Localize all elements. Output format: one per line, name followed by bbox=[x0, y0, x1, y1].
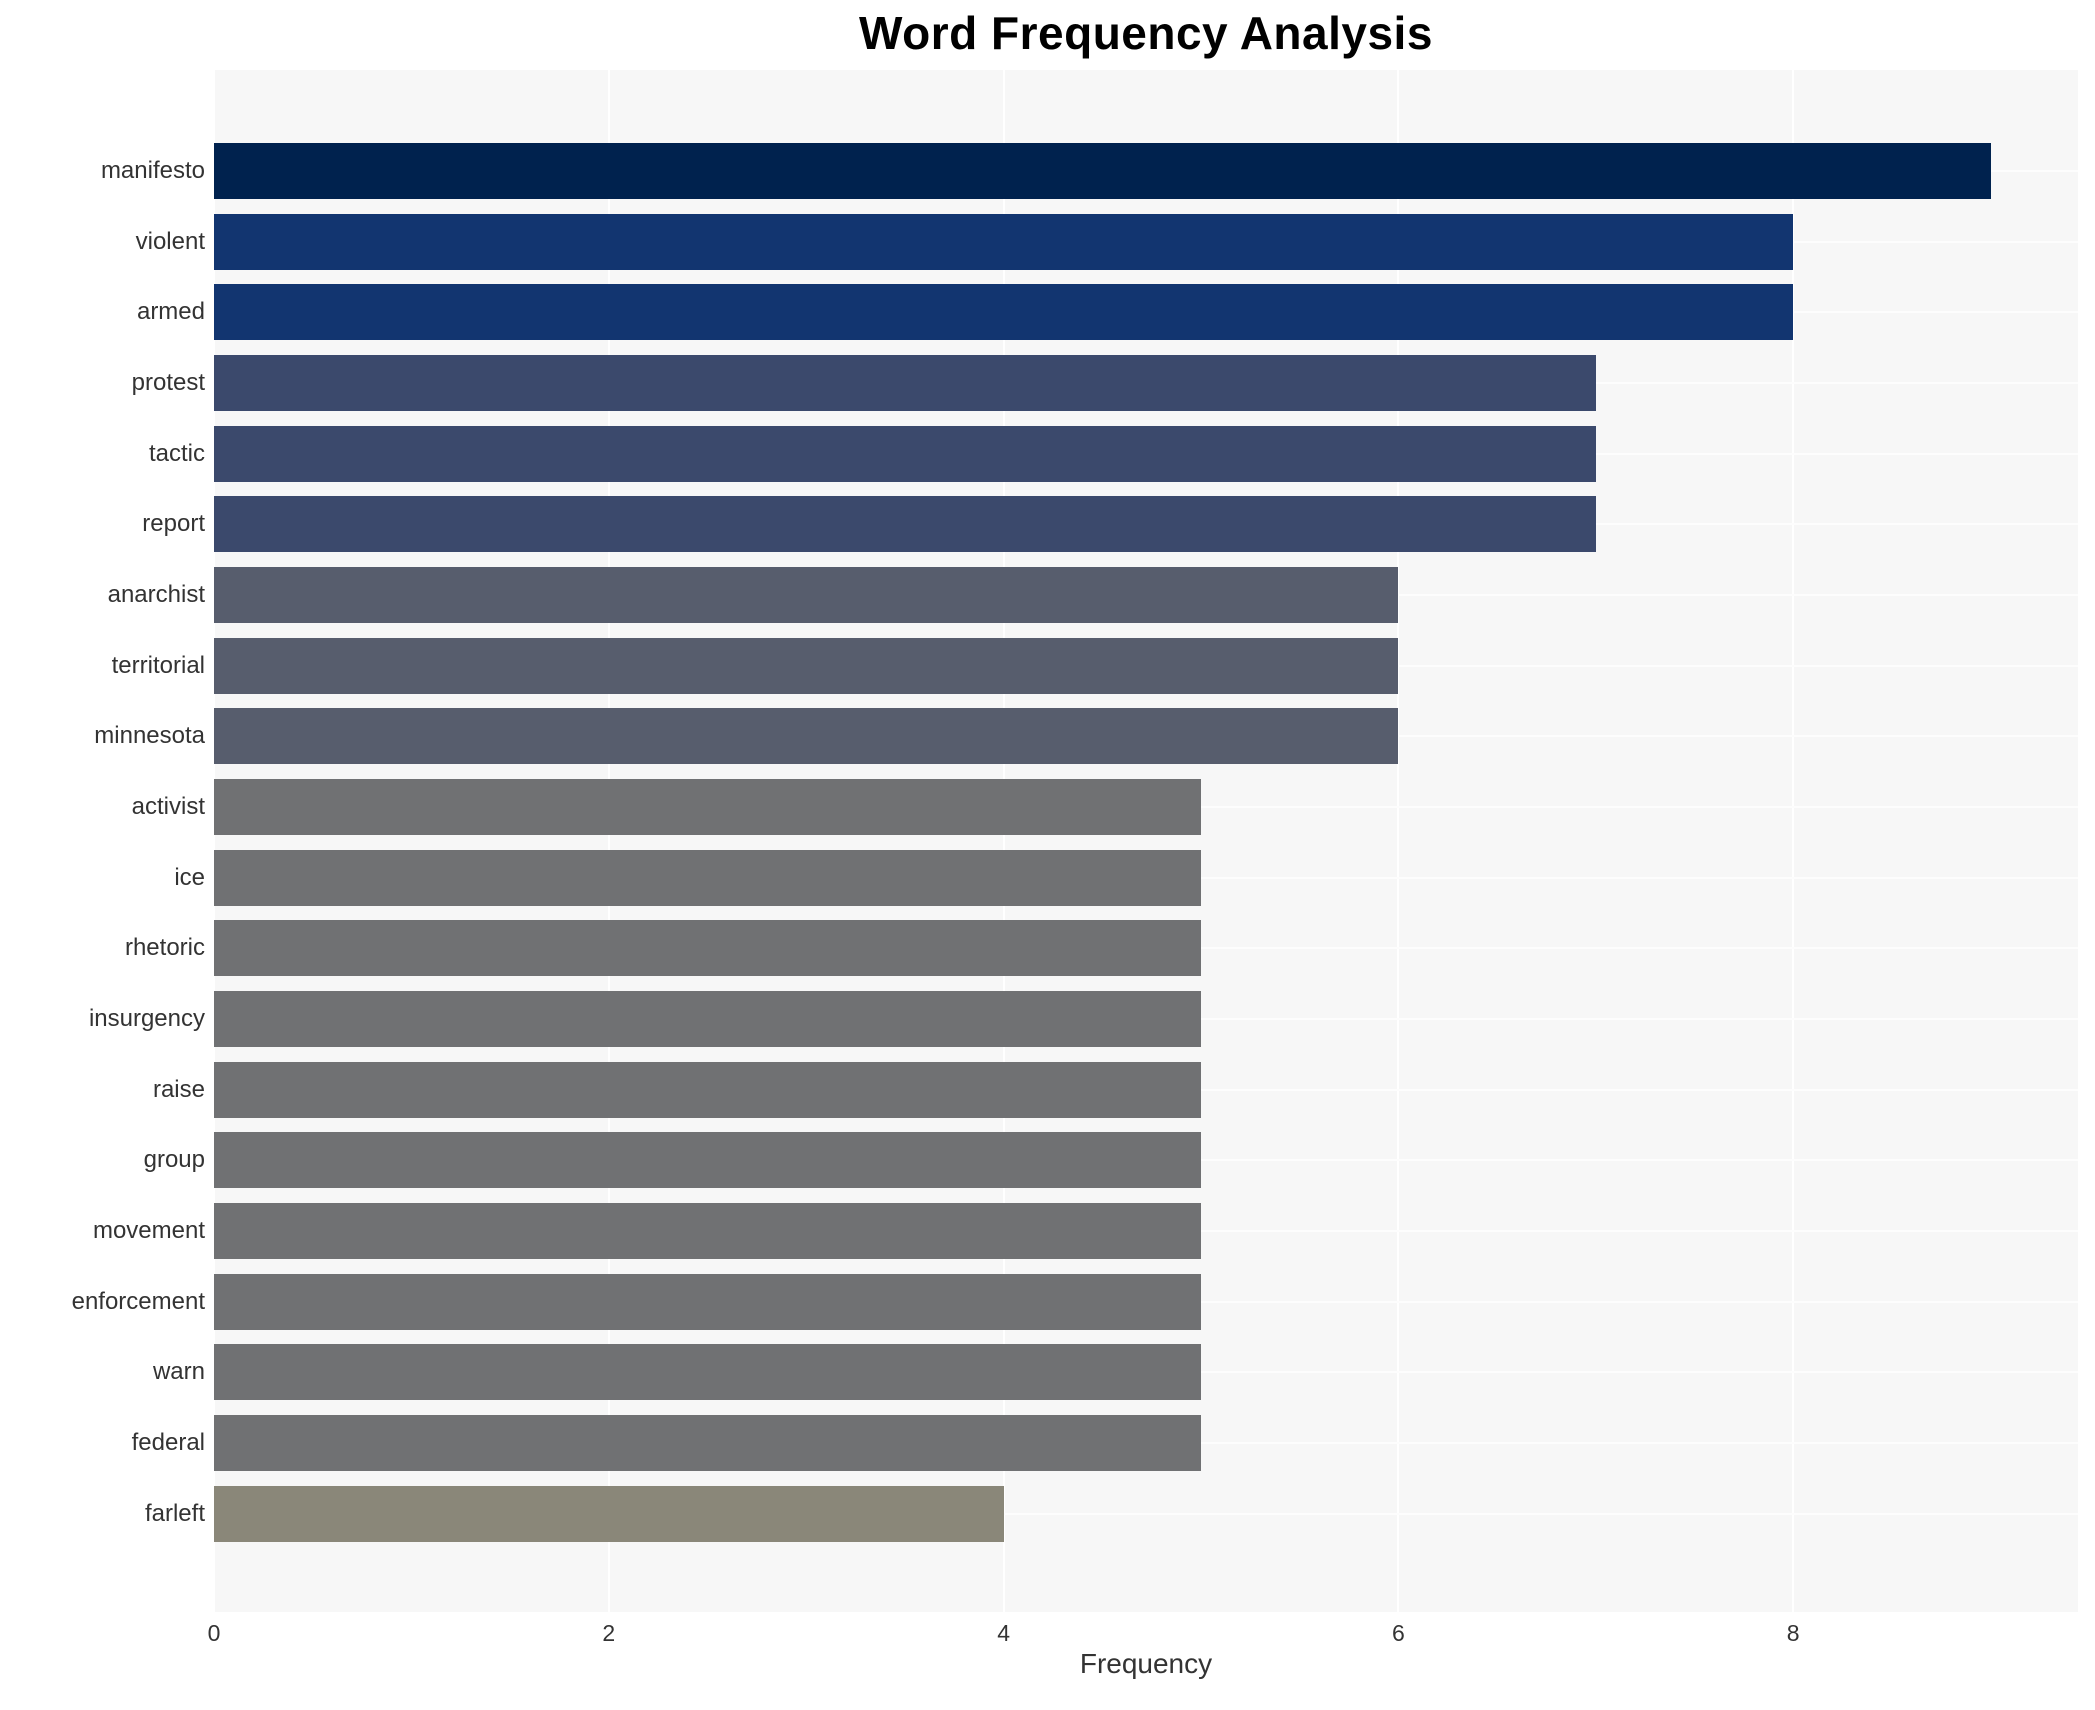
y-tick-label-rhetoric: rhetoric bbox=[124, 934, 205, 962]
bar-armed bbox=[214, 284, 1794, 341]
x-tick-label-4: 4 bbox=[997, 1620, 1010, 1646]
chart-title: Word Frequency Analysis bbox=[859, 7, 1433, 59]
gridline-vertical bbox=[213, 70, 215, 1612]
bar-ice bbox=[214, 849, 1201, 906]
y-tick-label-tactic: tactic bbox=[148, 439, 205, 467]
bar-enforcement bbox=[214, 1273, 1201, 1330]
bar-minnesota bbox=[214, 708, 1399, 765]
y-tick-label-ice: ice bbox=[174, 863, 205, 891]
x-axis-label: Frequency bbox=[1079, 1648, 1213, 1679]
y-tick-label-insurgency: insurgency bbox=[88, 1004, 205, 1032]
y-tick-label-enforcement: enforcement bbox=[71, 1287, 205, 1315]
gridline-vertical bbox=[1002, 70, 1005, 1612]
gridline-vertical bbox=[607, 70, 610, 1612]
y-tick-label-group: group bbox=[143, 1146, 205, 1174]
x-tick-label-0: 0 bbox=[207, 1620, 221, 1646]
bar-anarchist bbox=[214, 566, 1399, 623]
y-tick-label-violent: violent bbox=[135, 227, 205, 255]
bar-manifesto bbox=[214, 143, 1991, 199]
y-tick-label-report: report bbox=[142, 510, 205, 538]
y-tick-label-territorial: territorial bbox=[111, 651, 205, 679]
y-tick-label-activist: activist bbox=[131, 792, 205, 820]
y-axis-labels: manifesto violent armed protest tactic report… bbox=[0, 70, 205, 1612]
y-tick-label-minnesota: minnesota bbox=[94, 722, 205, 750]
y-tick-label-protest: protest bbox=[131, 368, 205, 396]
y-tick-label-raise: raise bbox=[152, 1075, 205, 1103]
y-tick-label-manifesto: manifesto bbox=[100, 157, 205, 184]
x-tick-label-8: 8 bbox=[1786, 1620, 1800, 1646]
bar-violent bbox=[214, 213, 1794, 270]
bar-farleft bbox=[214, 1485, 1004, 1542]
bar-rhetoric bbox=[214, 920, 1201, 977]
bar-movement bbox=[214, 1202, 1201, 1259]
bar-protest bbox=[214, 354, 1596, 411]
bar-insurgency bbox=[214, 990, 1201, 1047]
y-tick-label-warn: warn bbox=[152, 1358, 205, 1386]
bar-activist bbox=[214, 778, 1201, 835]
gridline-horizontal bbox=[214, 1512, 2078, 1515]
gridline-vertical bbox=[1792, 70, 1795, 1612]
x-tick-label-2: 2 bbox=[602, 1620, 616, 1646]
plot-area bbox=[213, 70, 2078, 1612]
y-tick-label-movement: movement bbox=[92, 1216, 205, 1244]
y-tick-label-anarchist: anarchist bbox=[107, 580, 205, 608]
bar-territorial bbox=[214, 637, 1399, 694]
bar-group bbox=[214, 1132, 1201, 1189]
bar-warn bbox=[214, 1344, 1201, 1401]
y-tick-label-armed: armed bbox=[136, 298, 205, 326]
y-tick-label-farleft: farleft bbox=[144, 1499, 205, 1527]
bar-federal bbox=[214, 1414, 1201, 1471]
y-tick-label-federal: federal bbox=[131, 1428, 205, 1456]
bar-tactic bbox=[214, 425, 1596, 482]
gridline-vertical bbox=[1397, 70, 1400, 1612]
bar-report bbox=[214, 496, 1596, 553]
bar-raise bbox=[214, 1061, 1201, 1118]
x-tick-label-6: 6 bbox=[1391, 1620, 1405, 1646]
